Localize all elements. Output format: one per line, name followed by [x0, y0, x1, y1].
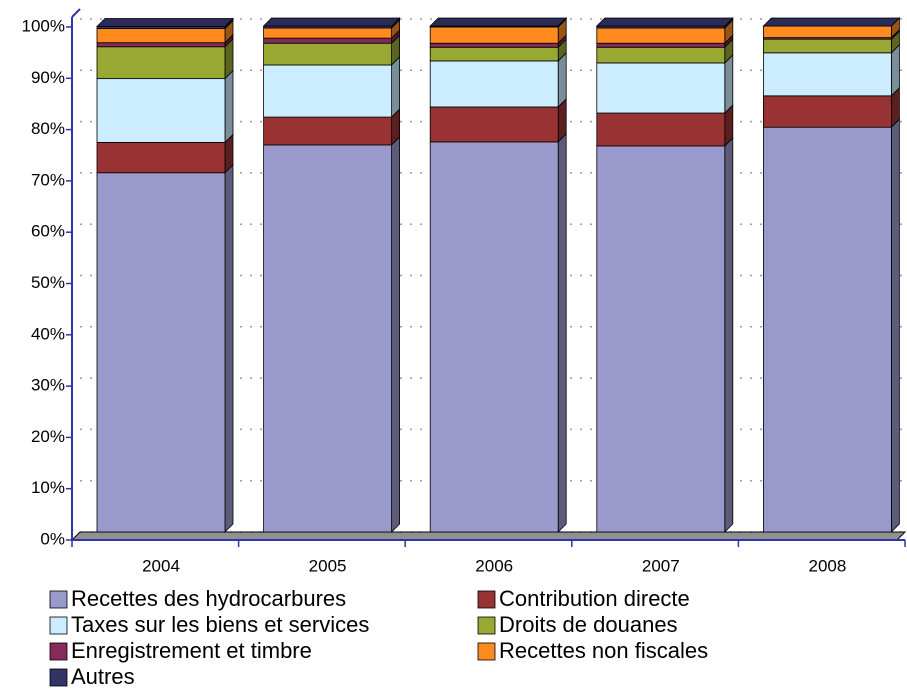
bar-segment	[263, 116, 393, 146]
bar-segment	[596, 62, 726, 114]
floor	[70, 531, 907, 541]
x-tick-label: 2004	[142, 556, 180, 575]
legend-swatch	[477, 642, 496, 661]
bar-segment	[429, 60, 559, 108]
bar-segment	[429, 141, 559, 533]
bar-top	[762, 17, 901, 27]
bar-top	[595, 17, 734, 27]
bar-segment	[263, 64, 393, 118]
bar-side	[891, 118, 900, 533]
bar-segment	[96, 46, 226, 80]
legend-swatch	[49, 616, 68, 635]
bar-side	[224, 69, 234, 144]
y-tick-label: 10%	[31, 478, 65, 497]
legend-label: Enregistrement et timbre	[71, 638, 312, 663]
bar-segment	[763, 52, 892, 97]
legend-label: Contribution directe	[499, 586, 690, 611]
x-tick-label: 2007	[642, 556, 680, 575]
bar-segment	[263, 37, 393, 44]
x-tick-label: 2005	[309, 556, 347, 575]
y-tick-label: 30%	[31, 376, 65, 395]
bar-segment	[96, 172, 226, 533]
legend-label: Recettes des hydrocarbures	[71, 586, 346, 611]
x-tick-label: 2006	[475, 556, 513, 575]
y-tick-label: 90%	[31, 68, 65, 87]
bar-side	[891, 43, 900, 97]
y-tick-label: 80%	[31, 119, 65, 138]
bar-top	[429, 17, 568, 27]
bar-top	[262, 17, 401, 27]
bar-segment	[429, 26, 559, 44]
bar-segment	[96, 28, 226, 44]
y-tick-label: 0%	[40, 529, 65, 548]
bar-side	[724, 53, 734, 114]
bar-segment	[596, 46, 726, 64]
bar-top	[96, 18, 234, 27]
bar-segment	[429, 42, 559, 48]
bar-segment	[596, 42, 726, 48]
y-tick-label: 60%	[31, 222, 65, 241]
legend-label: Taxes sur les biens et services	[71, 612, 369, 637]
bar-segment	[96, 141, 226, 174]
bar-segment	[263, 144, 393, 533]
legend-swatch	[477, 590, 496, 609]
y-tick-label: 100%	[22, 16, 65, 35]
bar-side	[391, 135, 401, 533]
legend-label: Recettes non fiscales	[499, 638, 708, 663]
bar-side	[724, 136, 734, 533]
bar-segment	[596, 145, 726, 533]
y-tick-label: 70%	[31, 170, 65, 189]
x-tick-label: 2008	[808, 556, 846, 575]
legend-label: Autres	[71, 664, 135, 689]
y-axis-depth	[71, 8, 81, 18]
bar-segment	[263, 42, 393, 66]
y-tick-label: 50%	[31, 273, 65, 292]
bar-segment	[596, 112, 726, 147]
legend-swatch	[49, 668, 68, 687]
bar-side	[557, 51, 567, 108]
bar-segment	[263, 27, 393, 39]
bar-segment	[429, 106, 559, 143]
legend-swatch	[49, 642, 68, 661]
legend-swatch	[49, 590, 68, 609]
bar-segment	[763, 25, 892, 39]
legend-label: Droits de douanes	[499, 612, 678, 637]
legend-swatch	[477, 616, 496, 635]
bar-segment	[763, 95, 892, 128]
y-tick-label: 40%	[31, 324, 65, 343]
bar-side	[391, 55, 401, 119]
bar-segment	[763, 38, 892, 54]
y-tick-label: 20%	[31, 427, 65, 446]
bar-segment	[763, 126, 892, 533]
bar-segment	[96, 78, 226, 143]
bar-side	[224, 163, 234, 533]
bar-segment	[429, 46, 559, 62]
bar-segment	[96, 42, 226, 48]
bar-side	[557, 132, 567, 533]
bar-segment	[596, 27, 726, 44]
